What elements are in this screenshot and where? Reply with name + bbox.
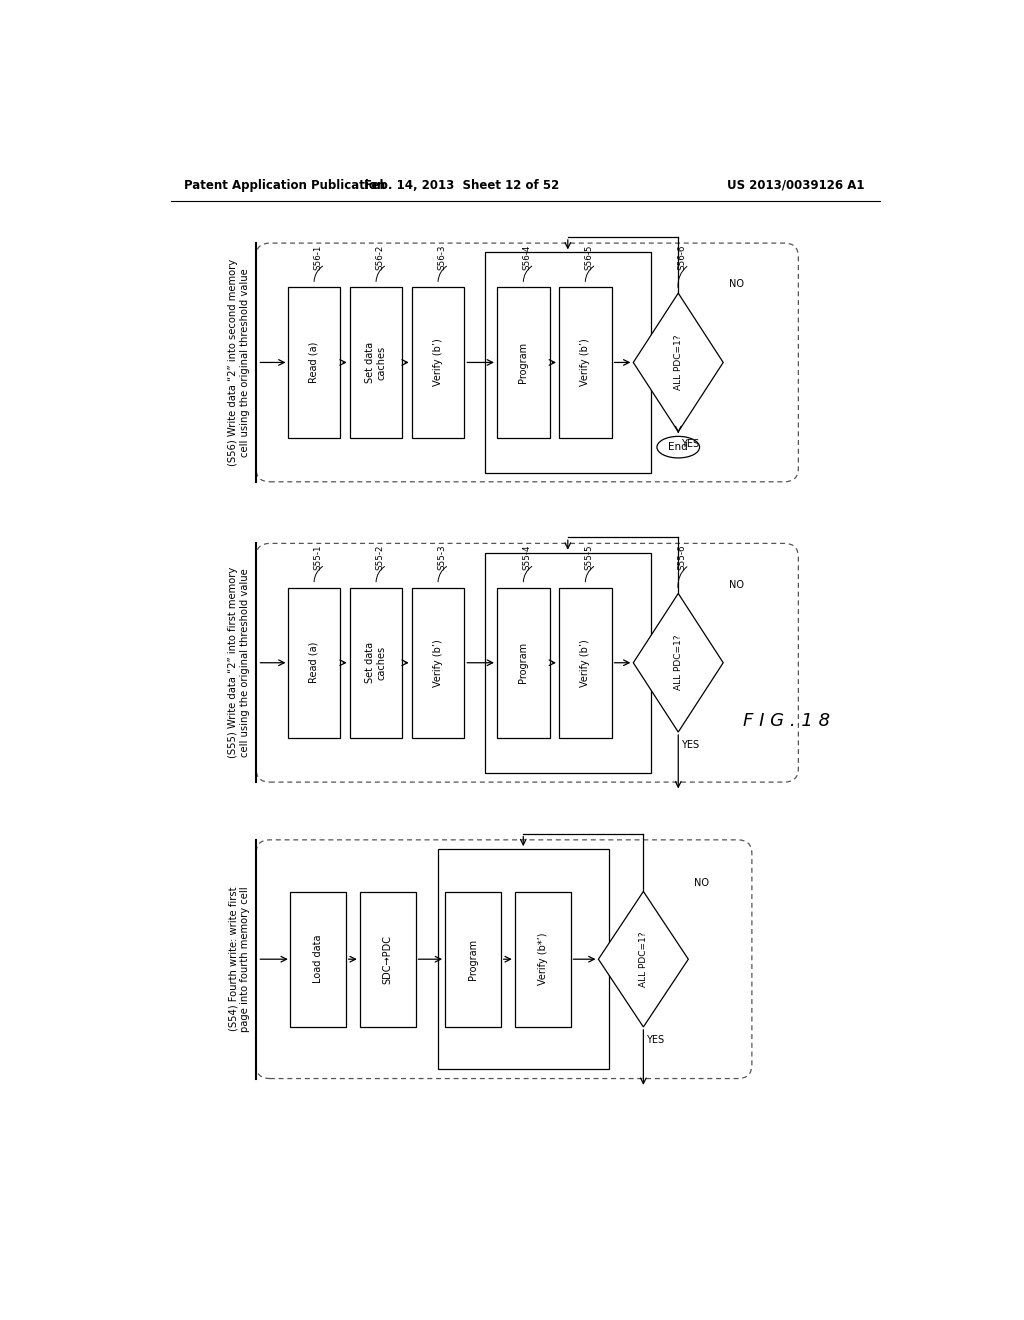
FancyBboxPatch shape [290, 892, 346, 1027]
FancyBboxPatch shape [412, 587, 464, 738]
Text: (S56) Write data “2” into second memory
cell using the original threshold value: (S56) Write data “2” into second memory … [228, 259, 250, 466]
Text: Program: Program [468, 939, 478, 979]
Polygon shape [598, 891, 688, 1027]
Text: S56-1: S56-1 [313, 244, 323, 269]
Text: (S55) Write data “2” into first memory
cell using the original threshold value: (S55) Write data “2” into first memory c… [228, 568, 250, 759]
FancyBboxPatch shape [412, 288, 464, 437]
FancyBboxPatch shape [349, 587, 402, 738]
Text: Load data: Load data [313, 935, 323, 983]
Polygon shape [633, 293, 723, 432]
Text: S55-6: S55-6 [678, 545, 687, 570]
Text: Verify (b’): Verify (b’) [581, 639, 590, 686]
Polygon shape [633, 594, 723, 733]
Text: F I G . 1 8: F I G . 1 8 [743, 711, 830, 730]
Text: Verify (b’): Verify (b’) [581, 338, 590, 387]
Text: ALL PDC=1?: ALL PDC=1? [639, 932, 648, 987]
Text: Program: Program [518, 342, 528, 383]
FancyBboxPatch shape [559, 587, 611, 738]
Text: YES: YES [681, 440, 699, 449]
Text: Set data
caches: Set data caches [366, 342, 387, 383]
Text: SDC→PDC: SDC→PDC [383, 935, 392, 983]
FancyBboxPatch shape [497, 587, 550, 738]
FancyBboxPatch shape [359, 892, 416, 1027]
Text: NO: NO [693, 878, 709, 887]
Text: S56-2: S56-2 [376, 244, 384, 269]
FancyBboxPatch shape [559, 288, 611, 437]
Text: S55-2: S55-2 [376, 545, 384, 570]
FancyBboxPatch shape [288, 587, 340, 738]
Text: S55-4: S55-4 [522, 545, 531, 570]
Text: Verify (b’): Verify (b’) [433, 338, 443, 387]
Text: YES: YES [646, 1035, 665, 1044]
FancyBboxPatch shape [497, 288, 550, 437]
FancyBboxPatch shape [288, 288, 340, 437]
Text: Read (a): Read (a) [309, 642, 319, 684]
FancyBboxPatch shape [484, 252, 651, 473]
Text: S55-5: S55-5 [585, 544, 594, 570]
Text: Set data
caches: Set data caches [366, 643, 387, 684]
Text: NO: NO [729, 579, 743, 590]
Text: S56-5: S56-5 [585, 244, 594, 269]
Text: (S54) Fourth write: write first
page into fourth memory cell: (S54) Fourth write: write first page int… [228, 887, 250, 1032]
FancyBboxPatch shape [349, 288, 402, 437]
FancyBboxPatch shape [515, 892, 570, 1027]
Text: NO: NO [729, 280, 743, 289]
Text: S55-3: S55-3 [437, 544, 446, 570]
Text: Verify (b*’): Verify (b*’) [538, 933, 548, 986]
Text: Read (a): Read (a) [309, 342, 319, 383]
Text: Feb. 14, 2013  Sheet 12 of 52: Feb. 14, 2013 Sheet 12 of 52 [364, 178, 559, 191]
FancyBboxPatch shape [438, 849, 608, 1069]
Text: Program: Program [518, 643, 528, 684]
Text: ALL PDC=1?: ALL PDC=1? [674, 335, 683, 391]
Ellipse shape [657, 437, 699, 458]
Text: ALL PDC=1?: ALL PDC=1? [674, 635, 683, 690]
FancyBboxPatch shape [484, 553, 651, 774]
Text: S56-3: S56-3 [437, 244, 446, 269]
Text: S56-6: S56-6 [678, 244, 687, 269]
Text: Patent Application Publication: Patent Application Publication [183, 178, 385, 191]
Text: S56-4: S56-4 [522, 244, 531, 269]
Text: S55-1: S55-1 [313, 545, 323, 570]
Text: Verify (b’): Verify (b’) [433, 639, 443, 686]
FancyBboxPatch shape [445, 892, 501, 1027]
Text: YES: YES [681, 739, 699, 750]
Text: End: End [669, 442, 688, 453]
Text: US 2013/0039126 A1: US 2013/0039126 A1 [727, 178, 864, 191]
